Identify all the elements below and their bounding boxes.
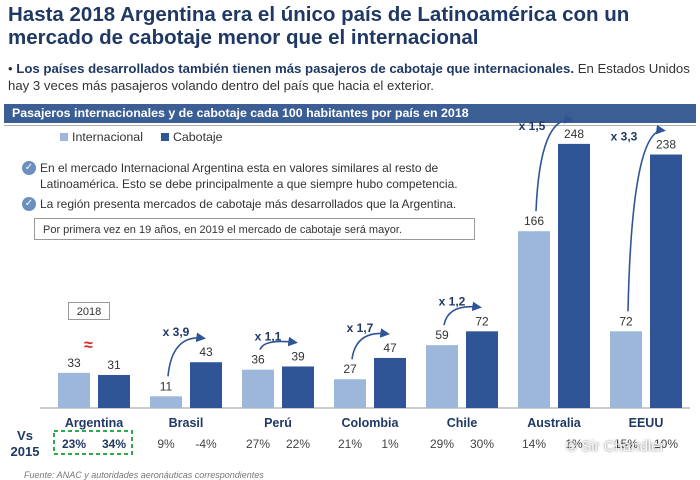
- category-label-per: Perú: [264, 416, 292, 430]
- check-item: ✓ La región presenta mercados de cabotaj…: [22, 196, 492, 212]
- check-icon: ✓: [22, 161, 36, 175]
- vs2015-chile-internacional: 29%: [430, 437, 454, 451]
- check-list: ✓ En el mercado Internacional Argentina …: [22, 160, 492, 216]
- bullet-text: • Los países desarrollados también tiene…: [8, 60, 692, 94]
- check-text: En el mercado Internacional Argentina es…: [40, 161, 458, 191]
- vs2015-argentina-internacional: 23%: [62, 437, 86, 451]
- vs2015-per-internacional: 27%: [246, 437, 270, 451]
- highlight-box: [53, 430, 133, 455]
- legend-item-cabotaje: Cabotaje: [160, 130, 223, 144]
- value-label-argentina-internacional: 33: [67, 356, 81, 370]
- vs2015-chile-cabotaje: 30%: [470, 437, 494, 451]
- growth-arrow-colombia: [351, 328, 390, 360]
- value-label-eeuu-cabotaje: 238: [656, 138, 676, 152]
- ratio-label-australia: x 1,5: [519, 119, 546, 133]
- ratio-label-colombia: x 1,7: [347, 321, 374, 335]
- category-label-chile: Chile: [447, 416, 478, 430]
- ratio-label-brasil: x 3,9: [163, 325, 190, 339]
- value-label-per-internacional: 36: [251, 353, 265, 367]
- vs2015-brasil-internacional: 9%: [157, 437, 175, 451]
- category-label-colombia: Colombia: [342, 416, 400, 430]
- bar-australia-internacional: [518, 231, 550, 408]
- ratio-label-per: x 1,1: [255, 329, 282, 343]
- vs2015-colombia-internacional: 21%: [338, 437, 362, 451]
- legend-item-internacional: Internacional: [60, 130, 143, 144]
- bar-australia-cabotaje: [558, 143, 590, 408]
- bar-argentina-cabotaje: [98, 374, 130, 408]
- source-footer: Fuente: ANAC y autoridades aeronáuticas …: [24, 470, 264, 480]
- value-label-colombia-cabotaje: 47: [383, 341, 397, 355]
- growth-arrow-australia: [535, 114, 574, 212]
- value-label-australia-cabotaje: 248: [564, 127, 584, 141]
- category-label-brasil: Brasil: [169, 416, 204, 430]
- value-label-australia-internacional: 166: [524, 214, 544, 228]
- bullet-bold: Los países desarrollados también tienen …: [16, 61, 575, 76]
- category-label-argentina: Argentina: [65, 416, 124, 430]
- vs2015-eeuu-cabotaje: 10%: [654, 437, 678, 451]
- category-label-australia: Australia: [527, 416, 582, 430]
- legend: Internacional Cabotaje: [60, 130, 223, 144]
- bar-chile-cabotaje: [466, 331, 498, 408]
- divider: [4, 125, 696, 126]
- legend-label-internacional: Internacional: [72, 130, 143, 144]
- value-label-chile-cabotaje: 72: [475, 314, 489, 328]
- value-label-eeuu-internacional: 72: [619, 314, 633, 328]
- bar-colombia-internacional: [334, 379, 366, 408]
- bar-per-internacional: [242, 369, 274, 408]
- bar-colombia-cabotaje: [374, 357, 406, 408]
- legend-swatch-cabotaje: [160, 133, 169, 141]
- vs-label-line2: 2015: [11, 444, 40, 459]
- legend-label-cabotaje: Cabotaje: [172, 130, 223, 144]
- check-icon: ✓: [22, 197, 36, 211]
- vs2015-eeuu-internacional: 15%: [614, 437, 638, 451]
- bar-per-cabotaje: [282, 366, 314, 408]
- value-label-argentina-cabotaje: 31: [107, 358, 121, 372]
- check-item: ✓ En el mercado Internacional Argentina …: [22, 160, 492, 192]
- vs2015-per-cabotaje: 22%: [286, 437, 310, 451]
- bar-chile-internacional: [426, 345, 458, 408]
- value-label-brasil-cabotaje: 43: [199, 345, 213, 359]
- ratio-label-eeuu: x 3,3: [611, 130, 638, 144]
- vs-label-line1: Vs: [17, 428, 33, 443]
- growth-arrow-chile: [443, 301, 482, 326]
- bar-brasil-internacional: [150, 396, 182, 408]
- value-label-colombia-internacional: 27: [343, 362, 357, 376]
- value-label-per-cabotaje: 39: [291, 349, 305, 363]
- check-text: La región presenta mercados de cabotaje …: [40, 197, 457, 211]
- category-label-eeuu: EEUU: [629, 416, 664, 430]
- bar-argentina-internacional: [58, 372, 90, 408]
- page-title: Hasta 2018 Argentina era el único país d…: [8, 3, 630, 49]
- chart-header: Pasajeros internacionales y de cabotaje …: [4, 104, 696, 123]
- growth-arrow-brasil: [167, 332, 206, 377]
- vs2015-colombia-cabotaje: 1%: [381, 437, 399, 451]
- bullet-dot: •: [8, 61, 17, 76]
- vs2015-argentina-cabotaje: 34%: [102, 437, 126, 451]
- bar-eeuu-internacional: [610, 331, 642, 408]
- vs2015-australia-cabotaje: 1%: [565, 437, 583, 451]
- note-box: Por primera vez en 19 años, en 2019 el m…: [34, 218, 475, 240]
- bullet-rest: En Estados Unidos hay 3 veces más pasaje…: [8, 61, 690, 93]
- bar-brasil-cabotaje: [190, 362, 222, 408]
- value-label-chile-internacional: 59: [435, 328, 449, 342]
- value-label-brasil-internacional: 11: [160, 379, 173, 393]
- growth-arrow-per: [259, 336, 298, 351]
- approx-mark: ≈: [84, 337, 93, 354]
- ratio-label-chile: x 1,2: [439, 294, 466, 308]
- bar-eeuu-cabotaje: [650, 154, 682, 408]
- vs2015-australia-internacional: 14%: [522, 437, 546, 451]
- vs2015-brasil-cabotaje: -4%: [195, 437, 217, 451]
- year-box: 2018: [68, 302, 110, 320]
- watermark: © Sir Chandler: [566, 438, 665, 455]
- legend-swatch-internacional: [60, 133, 68, 141]
- growth-arrow-eeuu: [627, 124, 666, 312]
